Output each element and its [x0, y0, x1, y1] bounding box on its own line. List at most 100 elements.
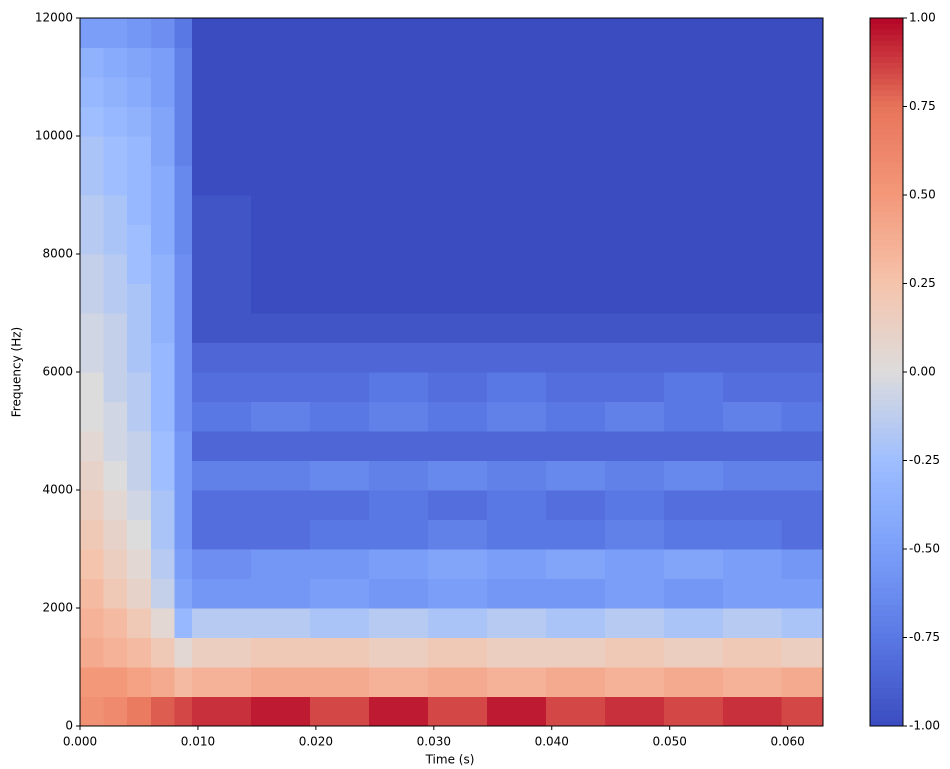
- colorbar-segment: [870, 615, 903, 622]
- heatmap-cell: [427, 136, 488, 166]
- heatmap-cell: [781, 342, 824, 373]
- colorbar-segment: [870, 211, 903, 218]
- heatmap-cell: [604, 431, 665, 461]
- colorbar-segment: [870, 466, 903, 473]
- colorbar-segment: [870, 654, 903, 661]
- y-tick-label: 12000: [35, 11, 73, 25]
- heatmap-cell: [427, 18, 488, 48]
- colorbar-segment: [870, 532, 903, 539]
- heatmap-cell: [781, 372, 824, 402]
- heatmap-cell: [192, 549, 252, 579]
- heatmap-cell: [722, 431, 783, 461]
- heatmap-cell: [663, 401, 724, 432]
- heatmap-cell: [722, 136, 783, 166]
- heatmap-cell: [663, 696, 724, 727]
- colorbar-tick-label: -0.75: [909, 630, 940, 644]
- heatmap-cell: [103, 342, 128, 373]
- colorbar-segment: [870, 189, 903, 196]
- colorbar-segment: [870, 200, 903, 207]
- heatmap-cell: [486, 313, 547, 343]
- colorbar-segment: [870, 344, 903, 351]
- heatmap-cell: [127, 637, 152, 668]
- heatmap-cell: [309, 342, 370, 373]
- heatmap-cell: [80, 18, 105, 48]
- heatmap-cell: [127, 401, 152, 432]
- heatmap-cell: [251, 165, 311, 196]
- heatmap-cell: [192, 283, 252, 314]
- heatmap-cell: [174, 431, 193, 461]
- colorbar-segment: [870, 537, 903, 544]
- heatmap-cell: [781, 254, 824, 284]
- heatmap-cell: [251, 637, 311, 668]
- heatmap-cell: [80, 696, 105, 727]
- heatmap-cell: [604, 460, 665, 491]
- heatmap-cell: [80, 372, 105, 402]
- heatmap-cell: [663, 47, 724, 78]
- heatmap-cell: [545, 490, 606, 520]
- colorbar-segment: [870, 405, 903, 412]
- colorbar-segment: [870, 167, 903, 174]
- heatmap-cell: [150, 637, 175, 668]
- colorbar-segment: [870, 593, 903, 600]
- heatmap-cell: [486, 372, 547, 402]
- colorbar-tick-label: 0.50: [909, 188, 936, 202]
- heatmap-cell: [663, 608, 724, 638]
- heatmap-cell: [127, 106, 152, 137]
- colorbar-segment: [870, 604, 903, 611]
- colorbar-segment: [870, 643, 903, 650]
- heatmap-cell: [174, 195, 193, 225]
- colorbar-segment: [870, 504, 903, 511]
- colorbar-segment: [870, 217, 903, 224]
- heatmap-cell: [127, 519, 152, 550]
- colorbar-segment: [870, 112, 903, 119]
- heatmap-cell: [545, 136, 606, 166]
- heatmap-cell: [309, 372, 370, 402]
- colorbar-segment: [870, 40, 903, 47]
- heatmap-cell: [192, 401, 252, 432]
- colorbar-segment: [870, 460, 903, 467]
- heatmap-cell: [604, 342, 665, 373]
- heatmap-cell: [368, 106, 429, 137]
- heatmap-cell: [80, 165, 105, 196]
- heatmap-cell: [309, 136, 370, 166]
- heatmap-cell: [427, 165, 488, 196]
- heatmap-cell: [722, 608, 783, 638]
- heatmap-cell: [545, 549, 606, 579]
- heatmap-cell: [103, 490, 128, 520]
- colorbar-segment: [870, 283, 903, 290]
- heatmap-cell: [251, 18, 311, 48]
- heatmap-cell: [545, 342, 606, 373]
- heatmap-cell: [781, 608, 824, 638]
- heatmap-cell: [127, 460, 152, 491]
- heatmap-cell: [604, 313, 665, 343]
- heatmap-cell: [192, 224, 252, 255]
- heatmap-cell: [663, 342, 724, 373]
- heatmap-cell: [251, 224, 311, 255]
- colorbar-segment: [870, 206, 903, 213]
- heatmap-cell: [127, 224, 152, 255]
- heatmap-cell: [486, 608, 547, 638]
- colorbar-segment: [870, 289, 903, 296]
- heatmap-cell: [368, 165, 429, 196]
- heatmap-cell: [150, 608, 175, 638]
- colorbar-segment: [870, 178, 903, 185]
- heatmap-cell: [251, 460, 311, 491]
- heatmap-cell: [174, 106, 193, 137]
- colorbar-segment: [870, 410, 903, 417]
- heatmap-cell: [604, 637, 665, 668]
- heatmap-cell: [781, 401, 824, 432]
- heatmap-cell: [80, 106, 105, 137]
- heatmap-cell: [80, 431, 105, 461]
- heatmap-cell: [192, 637, 252, 668]
- heatmap-cell: [150, 519, 175, 550]
- heatmap-cell: [127, 313, 152, 343]
- heatmap-cell: [150, 401, 175, 432]
- x-tick-label: 0.040: [535, 735, 569, 749]
- heatmap-cell: [722, 490, 783, 520]
- heatmap-cell: [663, 224, 724, 255]
- heatmap-cell: [174, 224, 193, 255]
- heatmap-cell: [368, 283, 429, 314]
- heatmap-cell: [545, 460, 606, 491]
- heatmap-cell: [486, 77, 547, 107]
- heatmap-cell: [309, 549, 370, 579]
